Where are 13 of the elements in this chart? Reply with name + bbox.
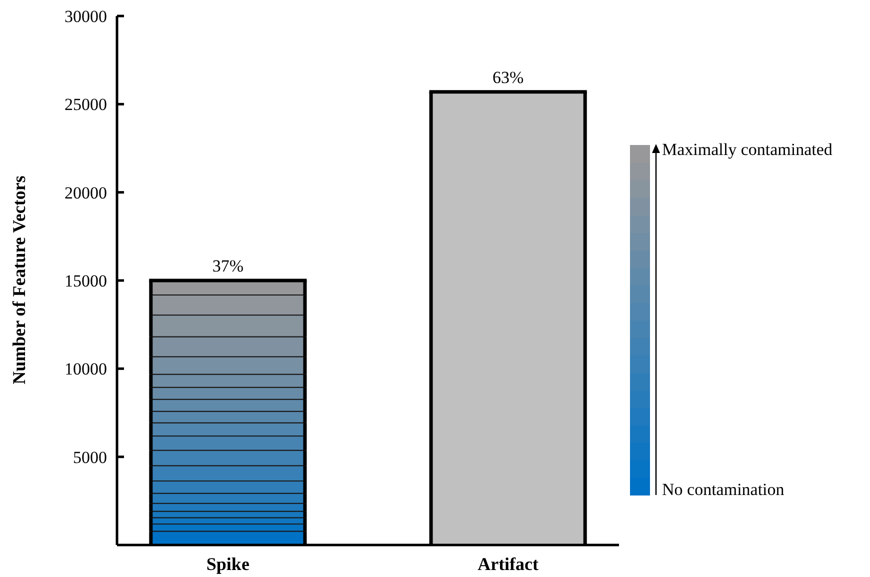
y-tick-label: 10000 — [64, 360, 107, 379]
annotation: 63% — [492, 68, 524, 87]
x-tick-label: Spike — [206, 554, 250, 574]
annotation: 37% — [212, 256, 244, 276]
x-tick-label: Artifact — [478, 554, 539, 574]
text: No contamination — [662, 480, 785, 499]
y-tick-label: 25000 — [64, 95, 107, 114]
y-tick-label: 20000 — [64, 183, 107, 202]
y-tick-label: 5000 — [73, 448, 107, 467]
y-axis-title: Number of Feature Vectors — [9, 176, 29, 384]
text: Maximally contaminated — [662, 140, 833, 159]
y-tick-label: 30000 — [64, 6, 107, 26]
y-tick-label: 15000 — [64, 271, 107, 290]
